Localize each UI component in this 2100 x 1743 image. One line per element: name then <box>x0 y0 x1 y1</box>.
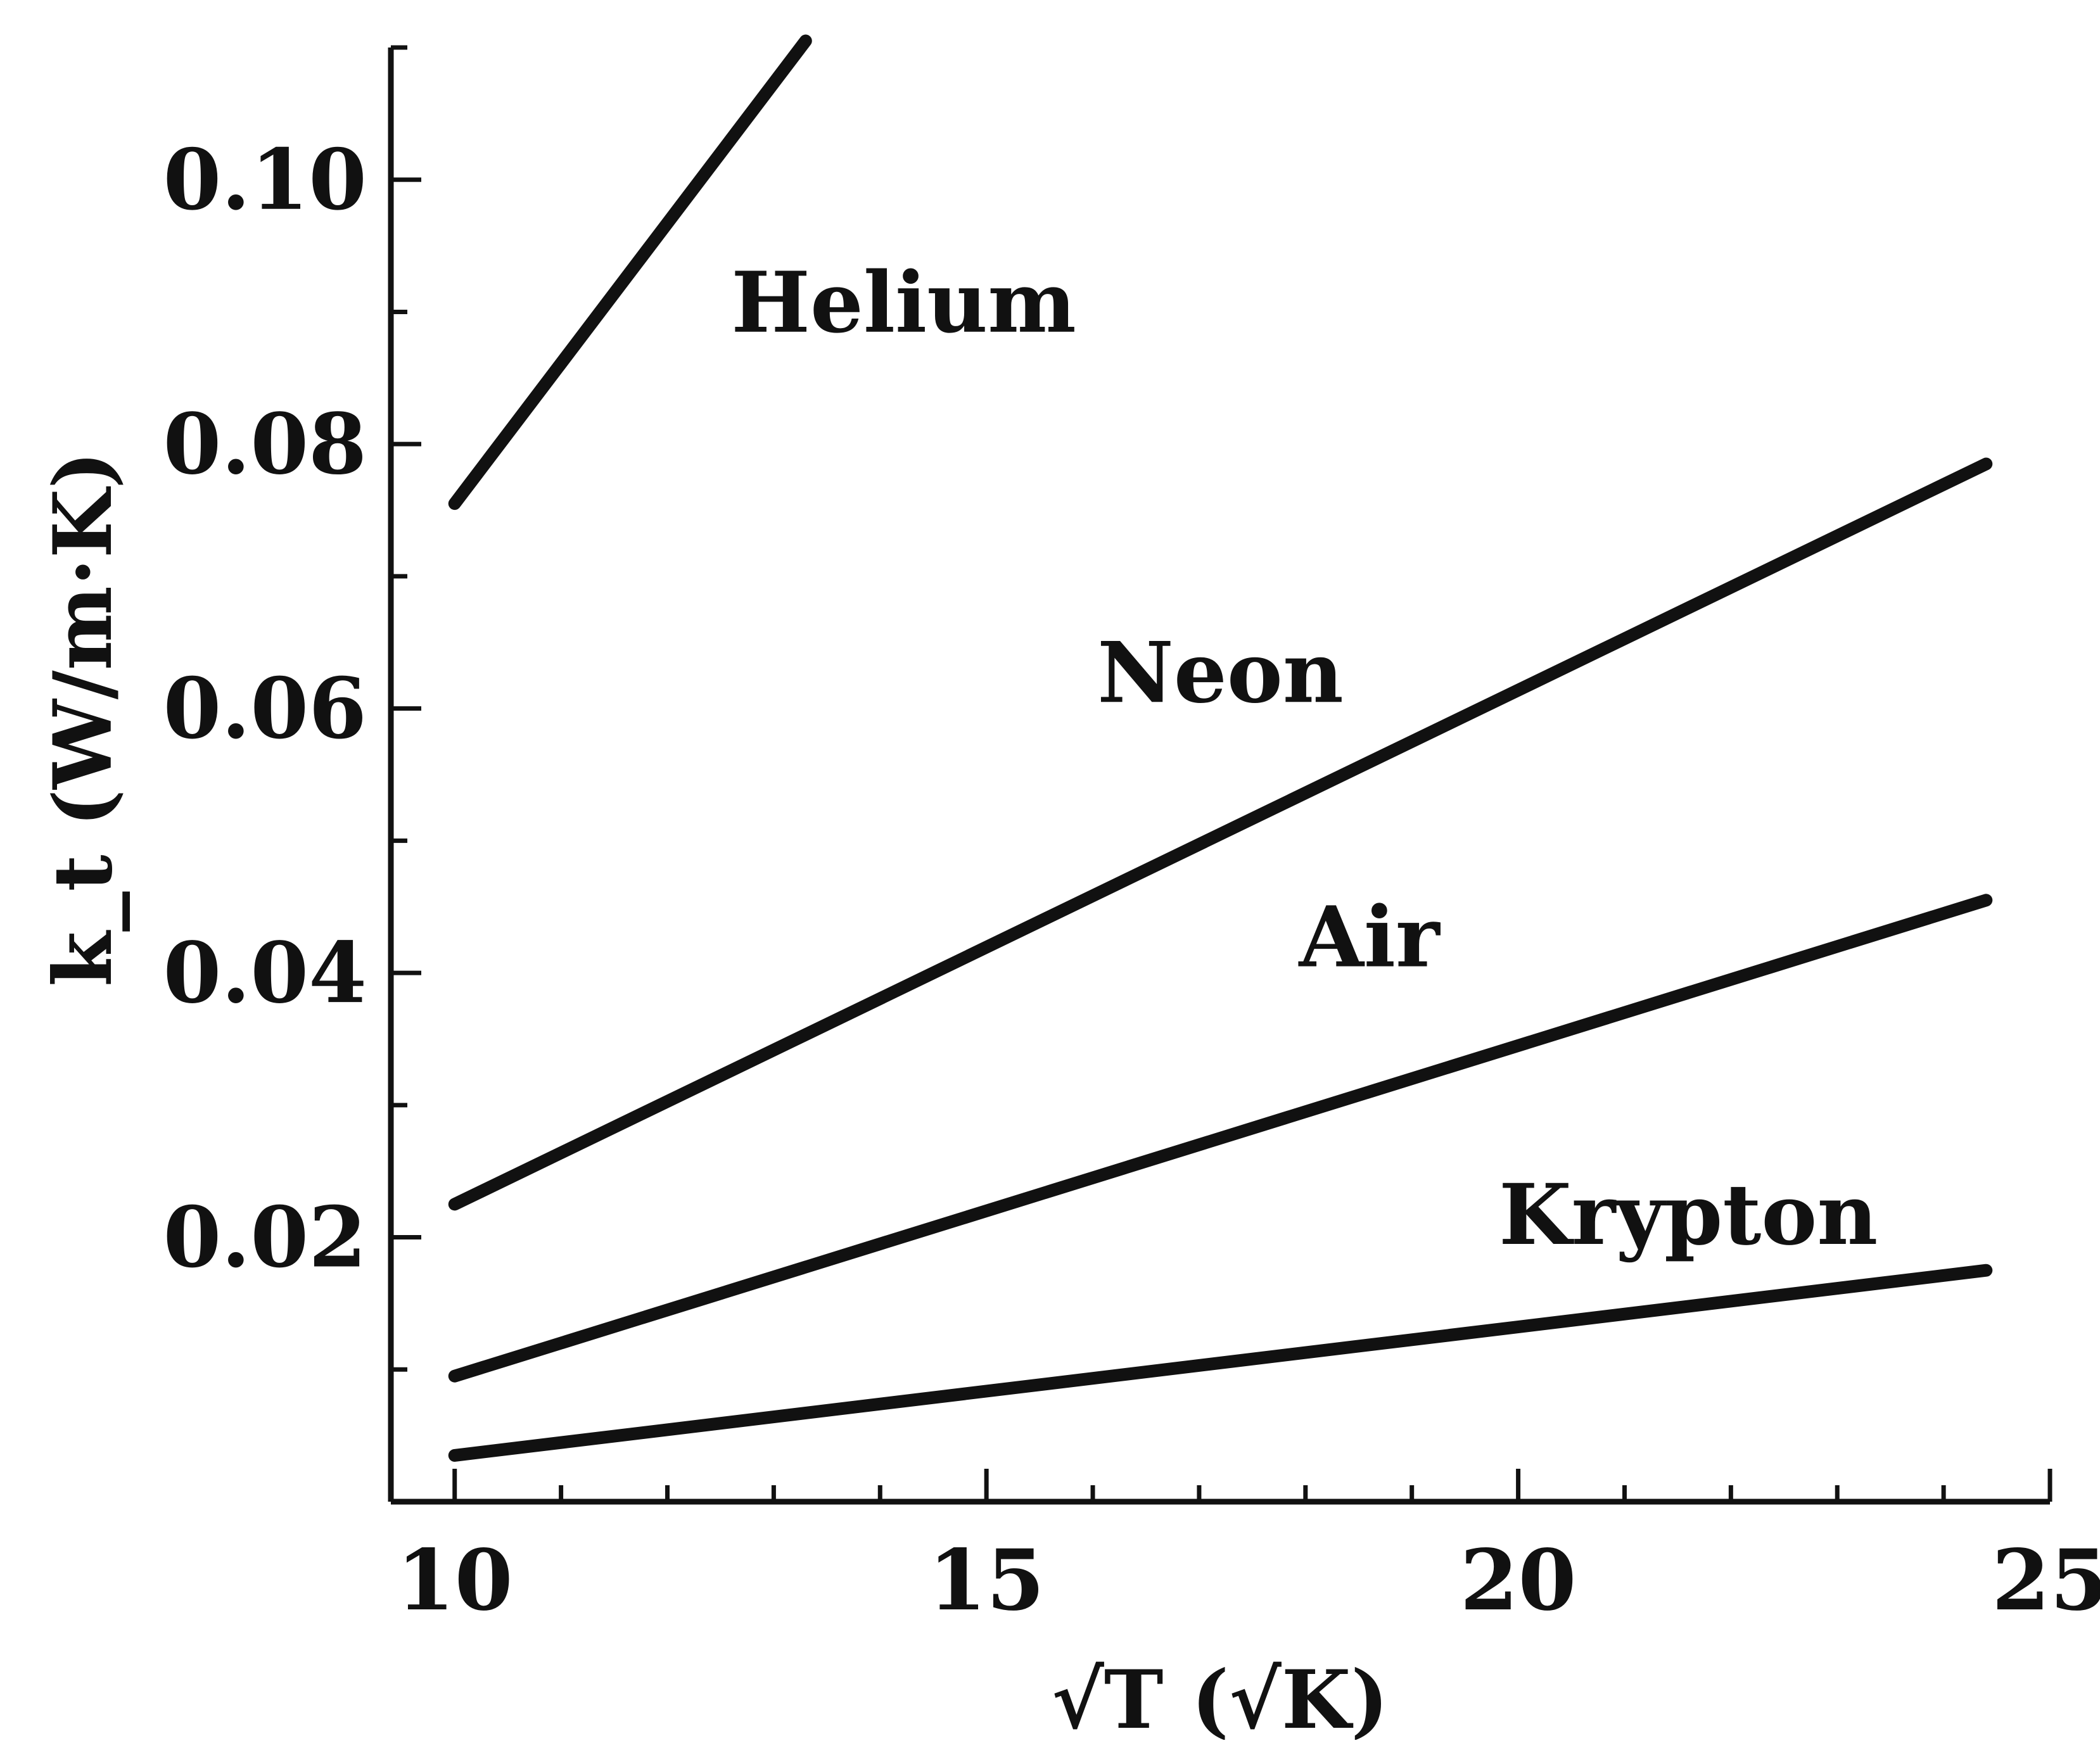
series-line-air <box>455 900 1987 1376</box>
y-tick-label: 0.10 <box>163 131 367 229</box>
ticks: 10 15 20 25 0.02 0.04 0.06 0.08 0.10 <box>163 48 2100 1630</box>
series-label-neon: Neon <box>1097 624 1344 722</box>
x-tick-label: 15 <box>928 1531 1045 1630</box>
x-tick-label: 20 <box>1460 1531 1577 1630</box>
y-tick-label: 0.08 <box>163 395 367 493</box>
series-line-neon <box>455 464 1987 1204</box>
y-axis-title: k_t (W/m·K) <box>36 451 130 987</box>
series-label-helium: Helium <box>731 254 1076 352</box>
x-tick-label: 10 <box>397 1531 513 1630</box>
y-tick-label: 0.02 <box>163 1189 367 1287</box>
series-label-krypton: Krypton <box>1499 1166 1878 1264</box>
y-tick-label: 0.06 <box>163 660 367 758</box>
series-label-air: Air <box>1297 889 1441 987</box>
x-tick-label: 25 <box>1992 1531 2100 1630</box>
y-tick-label: 0.04 <box>163 924 367 1022</box>
x-axis-title: √T (√K) <box>1052 1653 1389 1740</box>
